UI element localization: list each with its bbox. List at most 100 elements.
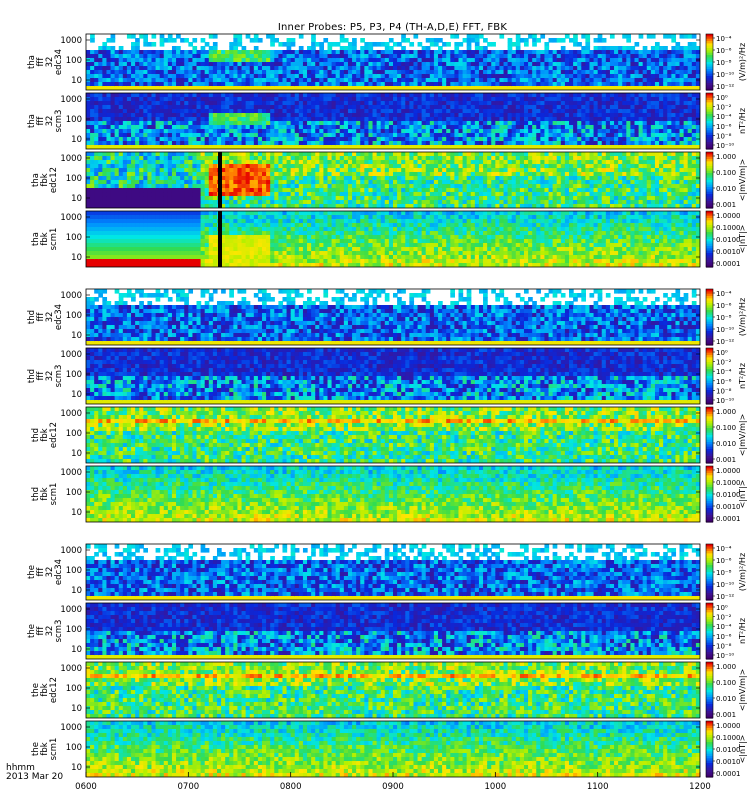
panel-frame [85, 210, 701, 268]
panel-label-line: fff [36, 626, 46, 636]
colorbar-tick-label: 0.0100 [716, 236, 741, 244]
panel-label-line: the [31, 742, 41, 756]
colorbar-tick-label: 0.0010 [716, 248, 741, 256]
colorbar-fbk_b: 1.0000 0.1000 0.0100 0.0010 0.0001 <|nT|> [705, 720, 747, 778]
y-tick-label: 1000 [60, 723, 82, 733]
colorbar-tick-label: 10⁻² [716, 614, 732, 622]
colorbar-label: <|nT|> [738, 735, 747, 764]
x-tick-label: 1000 [485, 782, 507, 792]
colorbar-tick-label: 0.100 [716, 424, 736, 432]
y-tick-label: 10 [71, 135, 82, 145]
colorbar-tick-label: 10⁻⁸ [716, 642, 732, 650]
x-tick-label: 1100 [587, 782, 609, 792]
x-tick-label: 0800 [280, 782, 302, 792]
colorbar-tick-label: 0.001 [716, 456, 736, 464]
colorbar-tick-label: 10⁻¹² [716, 338, 734, 346]
panel-the-fbk-edc12-spectrogram [86, 662, 700, 718]
colorbar-label: <|nT|> [738, 480, 747, 509]
colorbar-tick-label: 0.0001 [716, 770, 741, 778]
colorbar-tick-label: 10⁻⁶ [716, 47, 732, 55]
panel-thd-fff-32-edc34-spectrogram [86, 289, 700, 345]
colorbar-tick-label: 10⁰ [716, 94, 728, 102]
panel-label-line: edc12 [49, 422, 59, 448]
colorbar-fff_b: 10⁰ 10⁻²10⁻⁴ 10⁻⁶10⁻⁸ 10⁻¹⁰ nT²/Hz [705, 92, 747, 150]
panel-frame [85, 465, 701, 523]
panel-thd-fff-32-scm3-spectrogram [86, 348, 700, 404]
colorbar-tick-label: 1.000 [716, 408, 736, 416]
x-tick-label: 1200 [689, 782, 711, 792]
panel-label-line: thd [27, 369, 37, 383]
chart-title: Inner Probes: P5, P3, P4 (TH-A,D,E) FFT,… [85, 22, 700, 33]
y-tick-label: 10 [71, 194, 82, 204]
panel-label-line: scm1 [49, 483, 59, 506]
panel-tha-fff-32-edc34-spectrogram [86, 34, 700, 90]
colorbar-tick-label: 10⁻¹⁰ [716, 71, 734, 79]
y-tick-label: 1000 [60, 350, 82, 360]
y-tick-label: 100 [66, 429, 82, 439]
colorbar-fbk_b: 1.0000 0.1000 0.0100 0.0010 0.0001 <|nT|> [705, 210, 747, 268]
colorbar-tick-label: 10⁻⁶ [716, 123, 732, 131]
panel-label-line: 32 [45, 371, 55, 382]
panel-label-line: fff [36, 57, 46, 67]
y-tick-label: 10 [71, 586, 82, 596]
panel-label-line: fff [36, 312, 46, 322]
y-tick-label: 100 [66, 56, 82, 66]
panel-label-line: thd [31, 487, 41, 501]
y-tick-label: 100 [66, 370, 82, 380]
colorbar-tick-label: 10⁻⁴ [716, 35, 732, 43]
colorbar-tick-label: 10⁻⁴ [716, 368, 732, 376]
y-tick-label: 1000 [60, 605, 82, 615]
date-label: 2013 Mar 20 [6, 773, 63, 782]
colorbar-label: nT²/Hz [738, 108, 747, 134]
colorbar-tick-label: 0.0100 [716, 746, 741, 754]
y-tick-label: 100 [66, 488, 82, 498]
panel-label-line: 32 [45, 312, 55, 323]
panel-the-fff-32-edc34-spectrogram [86, 544, 700, 600]
y-tick-label: 1000 [60, 546, 82, 556]
y-tick-label: 100 [66, 684, 82, 694]
colorbar-label: <|mV/m|> [738, 669, 747, 712]
colorbar-tick-label: 10⁻⁸ [716, 132, 732, 140]
y-tick-label: 1000 [60, 291, 82, 301]
y-tick-label: 10 [71, 390, 82, 400]
panel-label-line: edc12 [49, 167, 59, 193]
colorbar-fbk_b: 1.0000 0.1000 0.0100 0.0010 0.0001 <|nT|> [705, 465, 747, 523]
panel-label-line: tha [27, 55, 37, 69]
colorbar-fff_b: 10⁰ 10⁻²10⁻⁴ 10⁻⁶10⁻⁸ 10⁻¹⁰ nT²/Hz [705, 602, 747, 660]
colorbar-label: (V/m)²/Hz [738, 553, 747, 591]
y-tick-label: 100 [66, 625, 82, 635]
colorbar-tick-label: 0.001 [716, 201, 736, 209]
x-tick-label: 0900 [382, 782, 404, 792]
y-tick-label: 10 [71, 331, 82, 341]
colorbar-tick-label: 0.100 [716, 679, 736, 687]
y-tick-label: 100 [66, 566, 82, 576]
colorbar-tick-label: 10⁻¹⁰ [716, 652, 734, 660]
y-tick-label: 1000 [60, 664, 82, 674]
panel-thd-fbk-edc12-spectrogram [86, 407, 700, 463]
panel-label-line: tha [31, 173, 41, 187]
panel-frame [85, 406, 701, 464]
colorbar-tick-label: 10⁻⁶ [716, 633, 732, 641]
panel-label-line: the [27, 624, 37, 638]
y-tick-label: 1000 [60, 409, 82, 419]
colorbar-fff_b: 10⁰ 10⁻²10⁻⁴ 10⁻⁶10⁻⁸ 10⁻¹⁰ nT²/Hz [705, 347, 747, 405]
colorbar-tick-label: 10⁻⁸ [716, 569, 732, 577]
y-tick-label: 10 [71, 508, 82, 518]
y-tick-label: 1000 [60, 468, 82, 478]
colorbar-tick-label: 0.1000 [716, 734, 741, 742]
panel-frame [85, 288, 701, 346]
colorbar-tick-label: 10⁰ [716, 604, 728, 612]
colorbar-tick-label: 0.0010 [716, 503, 741, 511]
panel-label-line: fff [36, 116, 46, 126]
panel-frame [85, 33, 701, 91]
colorbar-tick-label: 0.010 [716, 695, 736, 703]
colorbar-tick-label: 0.0100 [716, 491, 741, 499]
panel-label-line: fbk [40, 232, 50, 245]
panel-label-line: edc34 [54, 49, 64, 75]
panel-tha-fff-32-scm3-spectrogram [86, 93, 700, 149]
panel-label-line: fbk [40, 683, 50, 696]
colorbar-tick-label: 0.010 [716, 185, 736, 193]
colorbar-label: (V/m)²/Hz [738, 298, 747, 336]
colorbar-tick-label: 10⁻⁸ [716, 59, 732, 67]
colorbar-tick-label: 10⁻² [716, 359, 732, 367]
